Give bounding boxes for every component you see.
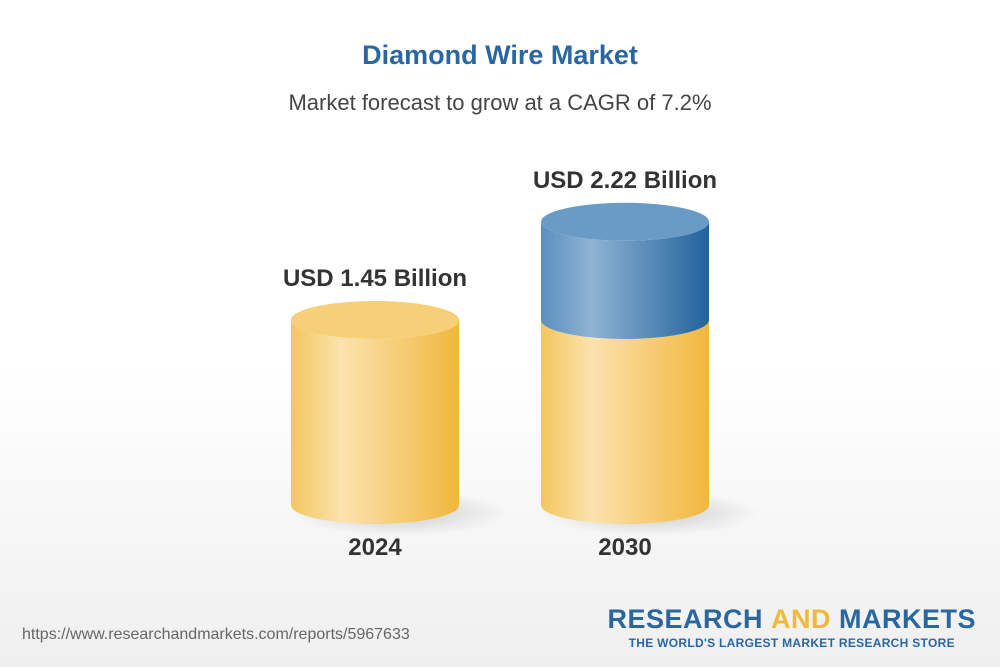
category-label: 2030: [598, 534, 651, 561]
research-and-markets-logo: RESEARCH AND MARKETS THE WORLD'S LARGEST…: [607, 604, 976, 650]
bar-top-2030: [541, 202, 709, 241]
data-label: USD 2.22 Billion: [533, 167, 717, 194]
chart-title: Diamond Wire Market: [362, 40, 638, 70]
bar-2024: [291, 320, 459, 524]
bar-top-2024: [291, 301, 459, 339]
data-label: USD 1.45 Billion: [283, 265, 467, 292]
bar-growth-2030: [541, 221, 709, 339]
bar-base-2030: [541, 320, 709, 524]
chart-subtitle: Market forecast to grow at a CAGR of 7.2…: [288, 90, 712, 115]
category-label: 2024: [348, 534, 402, 561]
source-url: https://www.researchandmarkets.com/repor…: [22, 626, 410, 643]
